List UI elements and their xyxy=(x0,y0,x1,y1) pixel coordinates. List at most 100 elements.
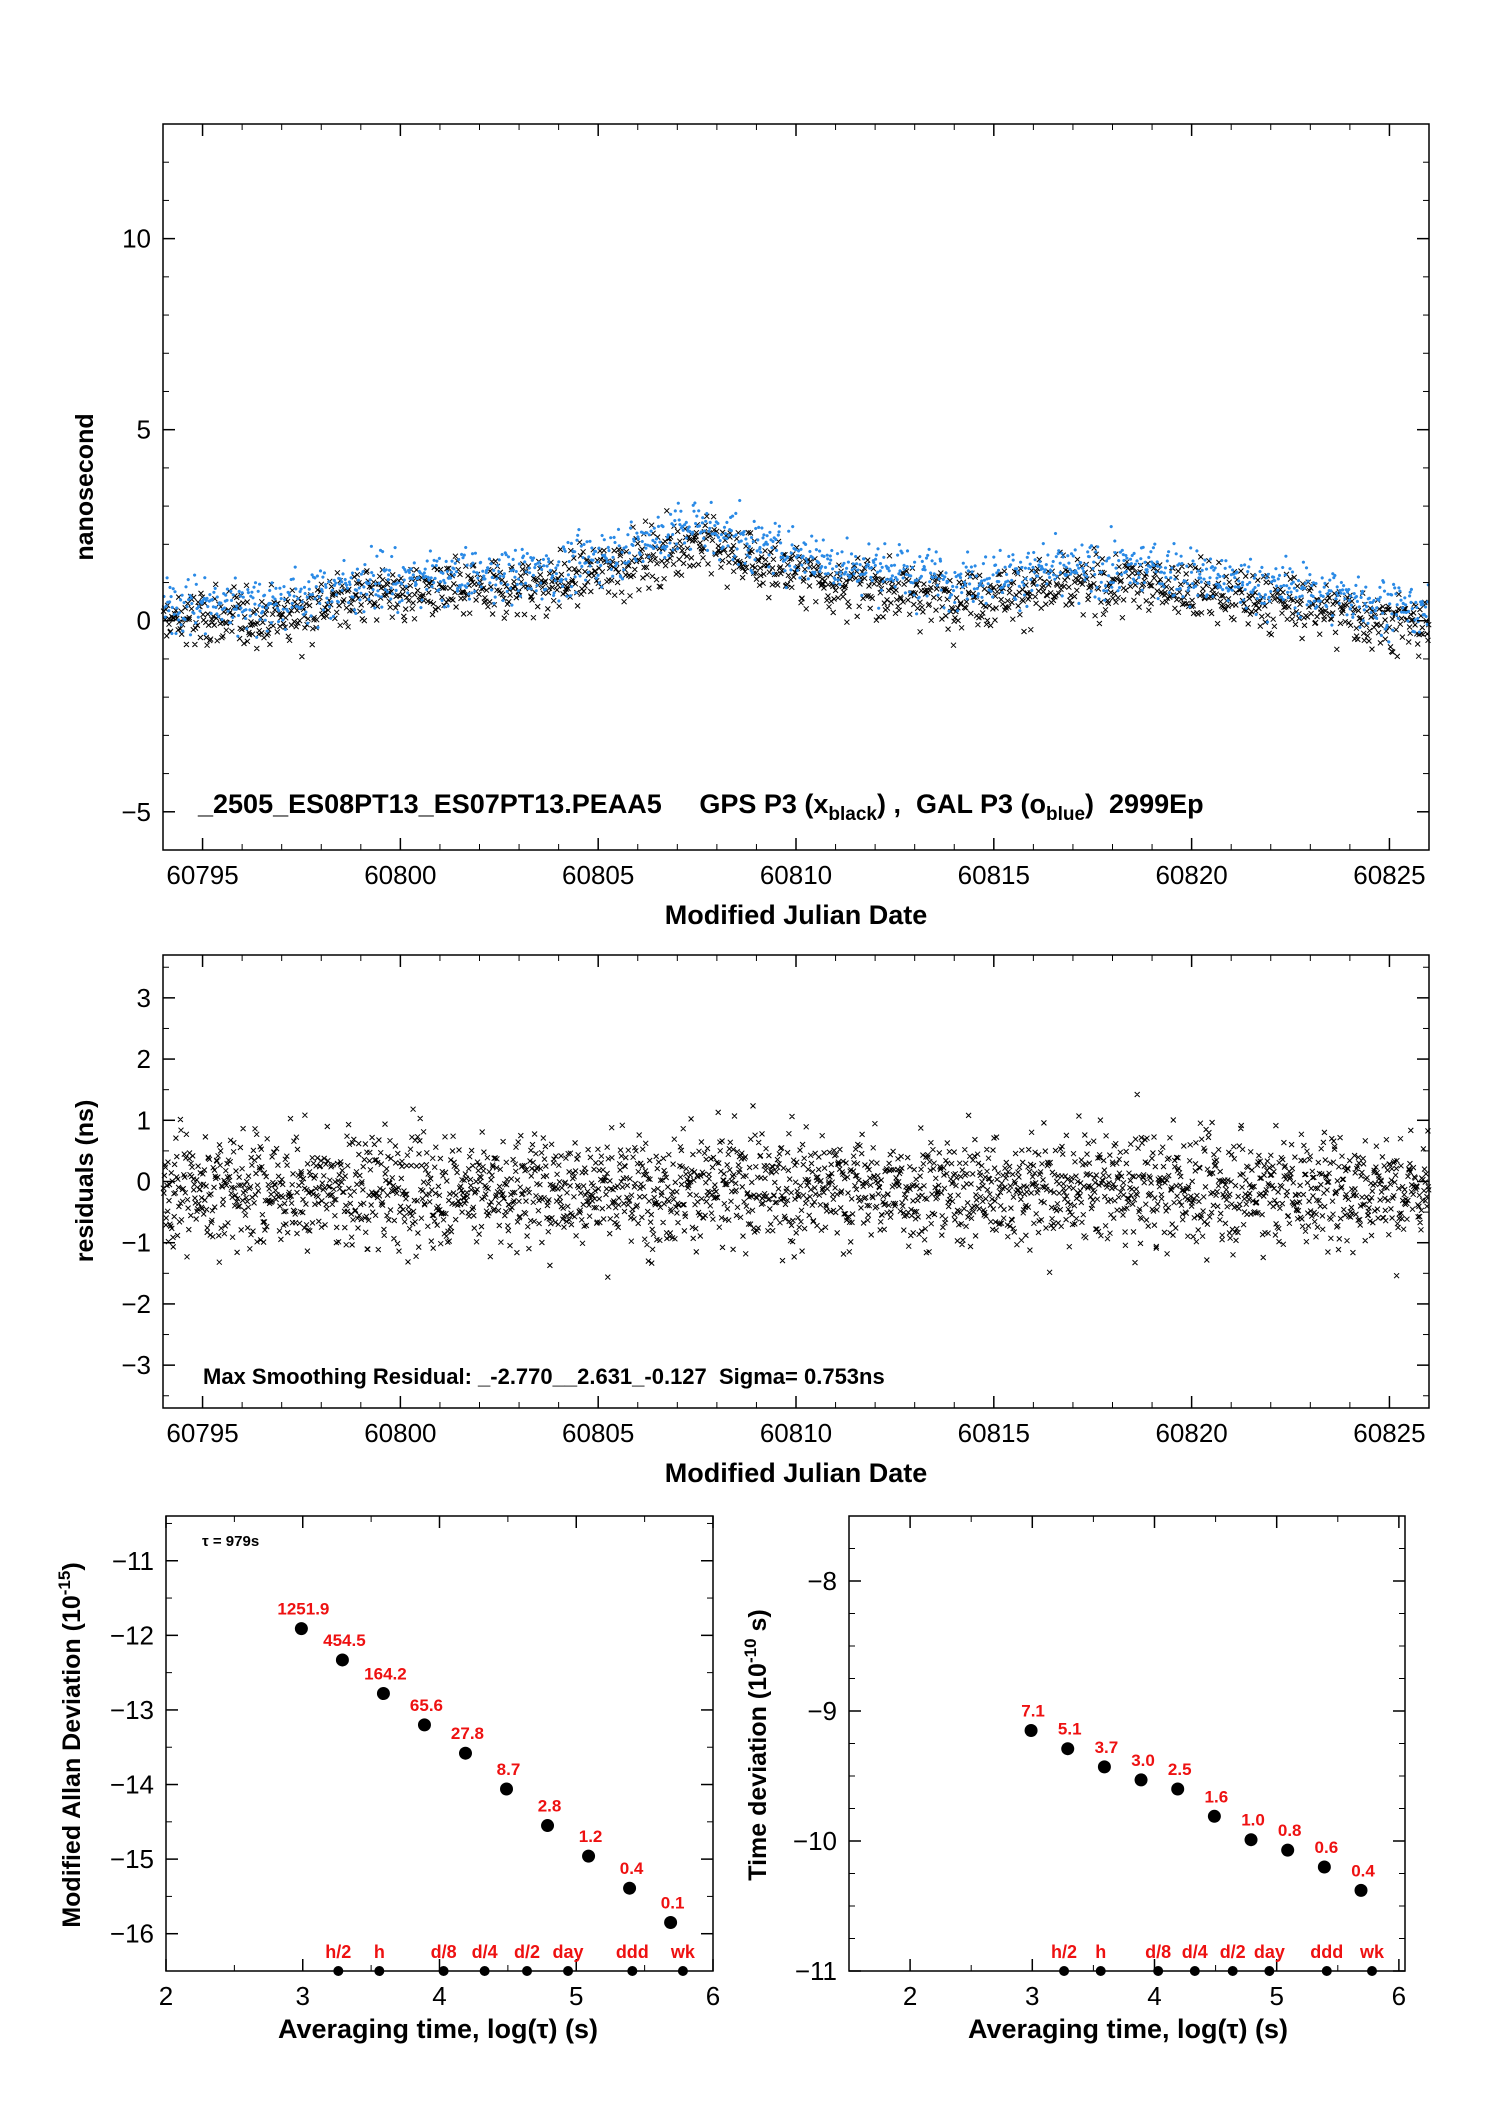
mdev-tau-note: τ = 979s xyxy=(202,1533,259,1550)
deviation-point xyxy=(664,1916,678,1930)
deviation-point xyxy=(1244,1833,1258,1847)
interval-marker-label: day xyxy=(1254,1942,1285,1962)
tdev-panel: 2 3 4 5 6 −11 −10 −9 −8 7.1 5.1 3.7 3.0 2.5 1.6 1.0 0.8… xyxy=(741,1515,1406,2044)
y-tick-label: −1 xyxy=(121,1228,151,1258)
deviation-point xyxy=(1317,1860,1331,1874)
interval-marker-label: d/8 xyxy=(431,1942,457,1962)
deviation-point xyxy=(1061,1742,1075,1756)
interval-marker xyxy=(627,1966,638,1976)
x-tick-label: 6 xyxy=(1392,1981,1406,2011)
timeseries-points xyxy=(160,498,1432,660)
gps-p3-x-markers xyxy=(160,507,1432,660)
interval-marker xyxy=(438,1966,449,1976)
x-tick-label: 60815 xyxy=(958,860,1030,890)
residuals-ticks: 60795 60800 60805 60810 60815 60820 60825 −3 −2 −… xyxy=(121,955,1430,1448)
mdev-ticks: 2 3 4 5 6 −16 −15 −14 −13 −12 −11 xyxy=(110,1516,720,2011)
interval-marker xyxy=(1189,1966,1200,1976)
interval-marker xyxy=(1059,1966,1070,1976)
x-tick-label: 60825 xyxy=(1353,860,1425,890)
y-tick-label: −10 xyxy=(793,1826,837,1856)
y-tick-label: 10 xyxy=(122,224,151,254)
interval-marker xyxy=(1227,1966,1238,1976)
y-tick-label: −3 xyxy=(121,1350,151,1380)
x-tick-label: 60825 xyxy=(1353,1418,1425,1448)
interval-marker-label: h xyxy=(1095,1942,1106,1962)
interval-marker-label: day xyxy=(553,1942,584,1962)
x-tick-label: 5 xyxy=(569,1981,583,2011)
interval-marker-label: ddd xyxy=(1310,1942,1343,1962)
x-tick-label: 60795 xyxy=(166,1418,238,1448)
interval-marker-label: d/4 xyxy=(1182,1942,1208,1962)
x-tick-label: 4 xyxy=(432,1981,446,2011)
y-tick-label: 2 xyxy=(137,1044,151,1074)
interval-marker-label: d/4 xyxy=(472,1942,498,1962)
x-tick-label: 3 xyxy=(1025,1981,1039,2011)
x-tick-label: 60795 xyxy=(166,860,238,890)
point-count-label: 3.0 xyxy=(1131,1751,1155,1770)
x-tick-label: 60805 xyxy=(562,1418,634,1448)
tdev-ticks: 2 3 4 5 6 −11 −10 −9 −8 xyxy=(793,1515,1406,2011)
deviation-point xyxy=(1024,1724,1038,1737)
deviation-point xyxy=(1134,1773,1148,1787)
tdev-points: 7.1 5.1 3.7 3.0 2.5 1.6 1.0 0.8 0.6 0.4 h/2 h d/8 d/4… xyxy=(1021,1702,1385,1976)
mdev-x-axis-label: Averaging time, log(τ) (s) xyxy=(278,2014,598,2044)
timeseries-x-axis-label: Modified Julian Date xyxy=(665,900,928,930)
y-tick-label: 0 xyxy=(137,1167,151,1197)
deviation-point xyxy=(582,1849,596,1863)
y-tick-label: −5 xyxy=(121,797,151,827)
interval-marker-label: h xyxy=(374,1942,385,1962)
point-count-label: 27.8 xyxy=(451,1724,484,1743)
title-sub-black: black xyxy=(828,804,877,825)
x-tick-label: 2 xyxy=(903,1981,917,2011)
x-tick-label: 5 xyxy=(1269,1981,1283,2011)
interval-marker xyxy=(1367,1966,1378,1976)
interval-marker-label: h/2 xyxy=(325,1942,351,1962)
x-tick-label: 3 xyxy=(296,1981,310,2011)
point-count-label: 5.1 xyxy=(1058,1720,1082,1739)
point-count-label: 0.4 xyxy=(1351,1861,1375,1880)
point-count-label: 1.0 xyxy=(1241,1811,1265,1830)
deviation-point xyxy=(376,1687,390,1701)
mdev-frame xyxy=(165,1515,714,1972)
deviation-point xyxy=(541,1819,555,1833)
deviation-point xyxy=(417,1718,431,1732)
interval-marker-label: d/2 xyxy=(1220,1942,1246,1962)
y-tick-label: −16 xyxy=(110,1919,154,1949)
point-count-label: 1251.9 xyxy=(277,1600,329,1619)
y-tick-label: −11 xyxy=(795,1956,837,1986)
point-count-label: 2.8 xyxy=(538,1797,562,1816)
interval-marker xyxy=(479,1966,490,1976)
x-tick-label: 60800 xyxy=(364,860,436,890)
interval-marker xyxy=(1264,1966,1275,1976)
point-count-label: 0.1 xyxy=(661,1894,685,1913)
interval-marker-label: h/2 xyxy=(1051,1942,1077,1962)
y-tick-label: −13 xyxy=(110,1695,154,1725)
point-count-label: 0.6 xyxy=(1315,1838,1339,1857)
deviation-point xyxy=(1281,1843,1295,1857)
deviation-point xyxy=(1354,1883,1368,1897)
point-count-label: 3.7 xyxy=(1095,1738,1119,1757)
interval-marker xyxy=(1321,1966,1332,1976)
y-tick-label: 0 xyxy=(137,606,151,636)
x-tick-label: 60820 xyxy=(1155,860,1227,890)
y-tick-label: −9 xyxy=(807,1696,837,1726)
deviation-point xyxy=(458,1746,472,1760)
y-tick-label: 3 xyxy=(137,983,151,1013)
residual-x-markers xyxy=(160,1091,1432,1280)
x-tick-label: 2 xyxy=(159,1981,173,2011)
interval-marker xyxy=(522,1966,533,1976)
timeseries-frame xyxy=(162,123,1430,851)
deviation-point xyxy=(500,1782,514,1796)
point-count-label: 8.7 xyxy=(497,1760,521,1779)
y-tick-label: −14 xyxy=(110,1770,154,1800)
interval-marker xyxy=(374,1966,385,1976)
y-tick-label: −2 xyxy=(121,1289,151,1319)
deviation-point xyxy=(294,1622,308,1636)
y-tick-label: −15 xyxy=(110,1844,154,1874)
y-tick-label: −11 xyxy=(112,1546,154,1576)
mdev-y-axis-label: Modified Allan Deviation (10-15) xyxy=(55,1562,86,1927)
deviation-point xyxy=(623,1881,637,1895)
point-count-label: 0.8 xyxy=(1278,1821,1302,1840)
point-count-label: 7.1 xyxy=(1021,1702,1045,1721)
